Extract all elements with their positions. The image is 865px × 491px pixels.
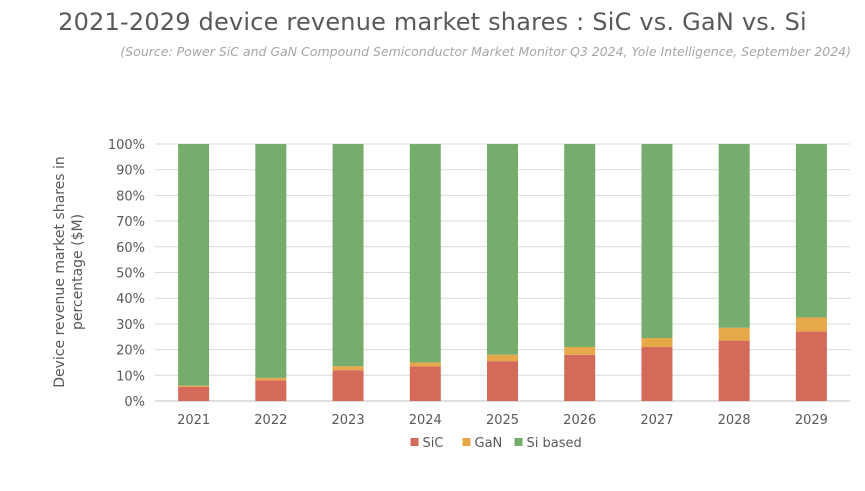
- bars: [178, 144, 827, 401]
- bar-si-based-2026: [564, 144, 596, 348]
- bar-gan-2024: [409, 362, 441, 367]
- y-axis-label-line1: Device revenue market shares in: [52, 156, 68, 388]
- x-tick-label: 2025: [486, 413, 519, 428]
- legend-swatch-sic: [410, 438, 419, 446]
- bar-sic-2026: [564, 354, 596, 401]
- bar-sic-2029: [795, 331, 827, 401]
- chart-title: 2021-2029 device revenue market shares :…: [58, 8, 807, 36]
- bar-gan-2021: [178, 385, 210, 387]
- bar-gan-2028: [718, 327, 750, 341]
- y-tick-label: 50%: [116, 267, 145, 282]
- y-tick-label: 100%: [108, 138, 145, 153]
- bar-gan-2027: [641, 338, 673, 348]
- legend-swatch-si-based: [514, 438, 523, 446]
- x-tick-label: 2026: [563, 413, 596, 428]
- bar-gan-2025: [487, 354, 518, 362]
- bar-si-based-2025: [487, 144, 518, 355]
- y-tick-label: 60%: [116, 241, 145, 256]
- x-tick-label: 2024: [409, 413, 442, 428]
- y-axis-label-line2: percentage ($M): [70, 214, 86, 330]
- y-tick-label: 80%: [116, 189, 145, 204]
- x-tick-label: 2029: [795, 413, 828, 428]
- x-axis-ticks: 2021 2022 2023 2024 2025 2026 2027 2028 2029: [177, 413, 828, 428]
- bar-si-based-2027: [641, 144, 673, 339]
- bar-sic-2022: [255, 380, 287, 401]
- y-tick-label: 10%: [116, 369, 145, 384]
- y-tick-label: 90%: [116, 164, 145, 179]
- x-tick-label: 2021: [177, 413, 210, 428]
- bar-gan-2023: [332, 366, 364, 371]
- legend-label-sic: SiC: [423, 436, 444, 451]
- x-tick-label: 2027: [640, 413, 673, 428]
- y-tick-label: 30%: [116, 318, 145, 333]
- chart-subtitle: (Source: Power SiC and GaN Compound Semi…: [120, 44, 851, 59]
- bar-gan-2026: [564, 347, 596, 355]
- bar-si-based-2029: [795, 144, 827, 318]
- x-tick-label: 2028: [718, 413, 751, 428]
- y-axis-ticks: 0% 10% 20% 30% 40% 50% 60% 70% 80% 90% 100%: [108, 138, 145, 410]
- bar-si-based-2024: [409, 144, 441, 363]
- legend-label-si-based: Si based: [527, 436, 582, 451]
- bar-sic-2024: [409, 366, 441, 401]
- legend-swatch-gan: [462, 438, 471, 446]
- bar-sic-2028: [718, 340, 750, 401]
- bar-sic-2025: [487, 361, 518, 401]
- bar-gan-2029: [795, 317, 827, 332]
- y-tick-label: 20%: [116, 344, 145, 359]
- bar-si-based-2021: [178, 144, 210, 386]
- x-tick-label: 2023: [332, 413, 365, 428]
- bar-sic-2023: [332, 370, 364, 401]
- bar-sic-2021: [178, 386, 210, 401]
- bar-si-based-2023: [332, 144, 364, 367]
- x-tick-label: 2022: [254, 413, 287, 428]
- bar-sic-2027: [641, 347, 673, 401]
- legend: SiC GaN Si based: [410, 436, 582, 451]
- bar-gan-2022: [255, 377, 287, 381]
- bar-si-based-2022: [255, 144, 287, 378]
- bar-si-based-2028: [718, 144, 750, 328]
- y-tick-label: 40%: [116, 292, 145, 307]
- legend-label-gan: GaN: [475, 436, 503, 451]
- y-tick-label: 70%: [116, 215, 145, 230]
- y-tick-label: 0%: [124, 395, 145, 410]
